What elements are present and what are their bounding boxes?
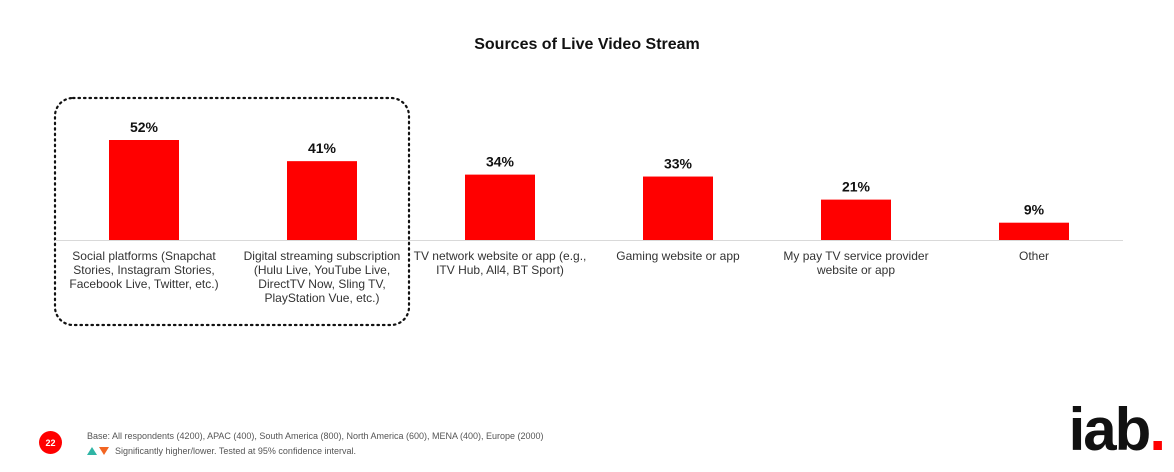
category-label-line: Facebook Live, Twitter, etc.) (69, 277, 219, 291)
bar (109, 140, 179, 240)
base-footnote: Base: All respondents (4200), APAC (400)… (87, 431, 544, 441)
category-label-line: Other (1018, 249, 1049, 263)
chart-title: Sources of Live Video Stream (474, 36, 700, 53)
page-number-badge: 22 (39, 431, 62, 454)
bar (821, 199, 891, 240)
category-label: Other (946, 249, 1122, 263)
category-label-line: Stories, Instagram Stories, (73, 263, 215, 277)
category-label: Gaming website or app (590, 249, 766, 263)
lower-triangle-icon (99, 447, 109, 455)
bar (465, 174, 535, 240)
bar-value-label: 33% (664, 156, 693, 172)
logo-dot: . (1149, 396, 1166, 463)
category-label-line: Digital streaming subscription (243, 249, 401, 263)
category-label: Digital streaming subscription (Hulu Live… (234, 249, 410, 305)
bar-value-label: 41% (308, 140, 337, 156)
bar-value-label: 52% (130, 119, 159, 135)
bar-value-label: 21% (842, 179, 871, 195)
category-label: Social platforms (Snapchat Stories, Insta… (56, 249, 232, 291)
significance-text: Significantly higher/lower. Tested at 95… (115, 446, 356, 456)
category-label-line: Social platforms (Snapchat (72, 249, 216, 263)
bar-chart: 52% 41% 34% 33% 21% 9% (53, 96, 1123, 327)
category-label: TV network website or app (e.g., ITV Hub,… (412, 249, 588, 277)
bar (287, 161, 357, 240)
category-label-line: My pay TV service provider (783, 249, 929, 263)
significance-footnote: Significantly higher/lower. Tested at 95… (87, 446, 356, 456)
highlight-box (53, 96, 411, 327)
category-label-line: ITV Hub, All4, BT Sport) (436, 263, 564, 277)
category-label-line: website or app (816, 263, 896, 277)
category-label-line: DirectTV Now, Sling TV, (258, 277, 386, 291)
category-label: My pay TV service provider website or app (768, 249, 944, 277)
category-label-line: Gaming website or app (616, 249, 740, 263)
category-label-line: TV network website or app (e.g., (413, 249, 587, 263)
category-label-line: (Hulu Live, YouTube Live, (253, 263, 391, 277)
category-label-line: PlayStation Vue, etc.) (264, 291, 380, 305)
bar-value-label: 9% (1024, 202, 1045, 218)
bar-value-label: 34% (486, 154, 515, 170)
bar (643, 176, 713, 240)
iab-logo: iab. (1068, 396, 1166, 463)
bar (999, 222, 1069, 240)
higher-triangle-icon (87, 447, 97, 455)
